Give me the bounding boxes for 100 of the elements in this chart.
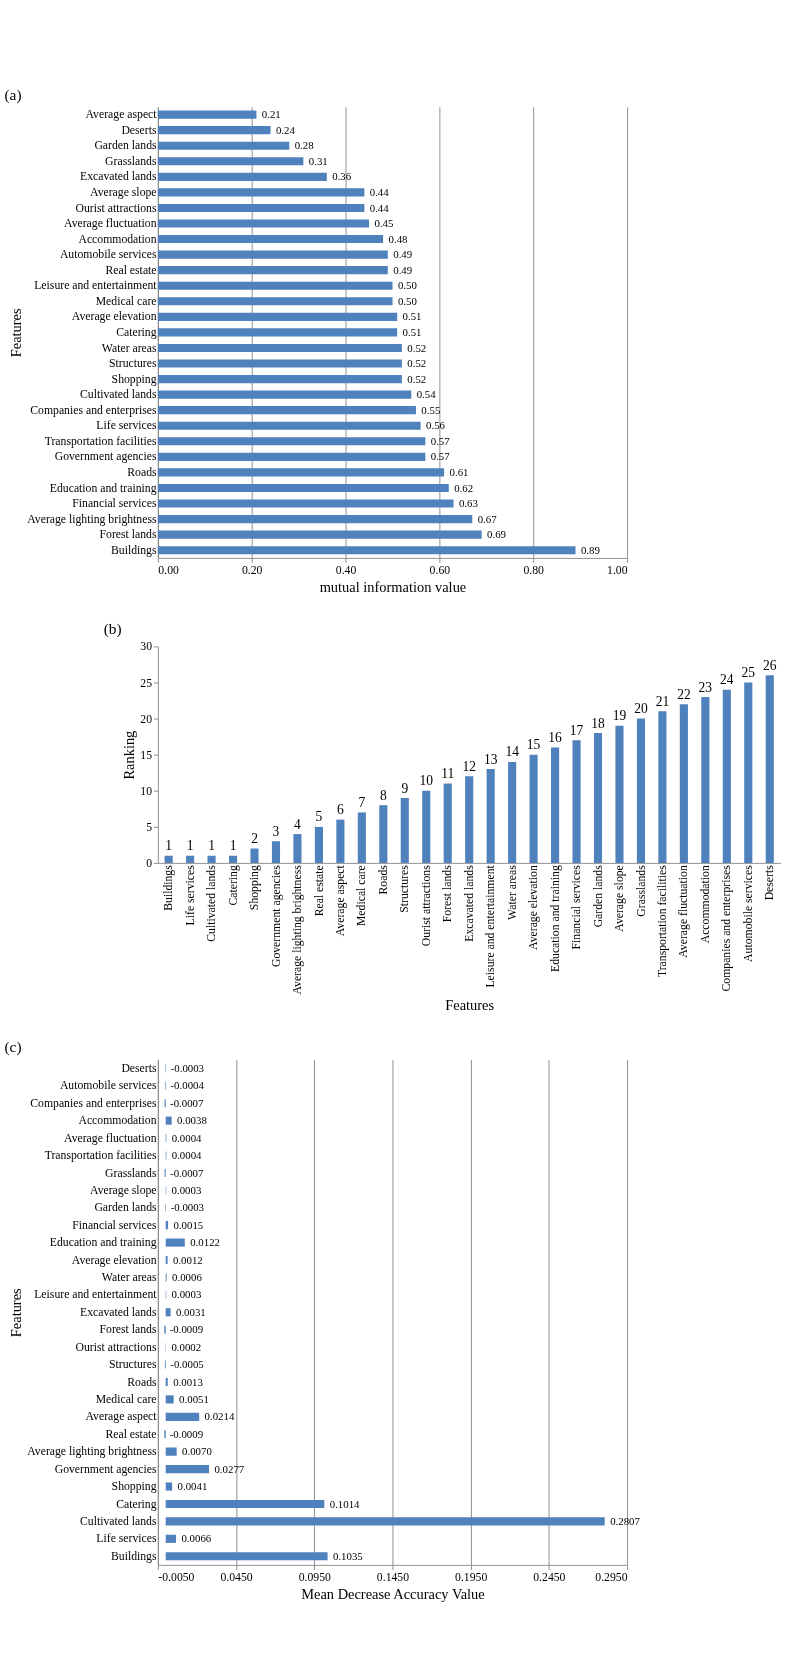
data-label: -0.0007 bbox=[170, 1166, 204, 1179]
bar bbox=[164, 855, 173, 863]
data-label: 0.48 bbox=[388, 232, 408, 245]
y-tick-label: Government agencies bbox=[54, 1462, 157, 1476]
x-tick-label: Average elevation bbox=[527, 865, 541, 950]
x-tick-label: 0.1950 bbox=[455, 1570, 488, 1584]
x-tick-label: Grasslands bbox=[634, 864, 648, 917]
y-tick-label: Deserts bbox=[121, 1061, 157, 1075]
data-label: -0.0005 bbox=[170, 1358, 204, 1371]
x-tick-label: 0.80 bbox=[523, 563, 545, 577]
data-label: 0.0012 bbox=[173, 1253, 203, 1266]
data-label: 15 bbox=[526, 737, 541, 753]
bar bbox=[186, 855, 195, 863]
y-tick-label: 5 bbox=[146, 820, 153, 834]
x-tick-label: Financial services bbox=[570, 864, 584, 950]
data-label: 0.69 bbox=[487, 528, 506, 541]
x-tick-label: Structures bbox=[398, 864, 412, 913]
y-tick-label: Average slope bbox=[90, 185, 157, 199]
y-tick-label: Average lighting brightness bbox=[27, 1445, 157, 1459]
data-label: 0.44 bbox=[369, 185, 390, 198]
data-label: 0.0066 bbox=[181, 1532, 212, 1545]
y-tick-label: Transportation facilities bbox=[44, 1149, 157, 1163]
y-tick-label: Medical care bbox=[95, 294, 157, 308]
x-tick-label: Average lighting brightness bbox=[291, 864, 305, 995]
y-tick-label: Average slope bbox=[90, 1183, 157, 1197]
x-tick-label: Garden lands bbox=[591, 864, 605, 928]
y-tick-label: Companies and enterprises bbox=[30, 1096, 157, 1110]
y-tick-label: Roads bbox=[127, 1375, 157, 1389]
data-label: 2 bbox=[251, 831, 259, 847]
x-tick-label: Shopping bbox=[248, 865, 262, 911]
data-label: 1 bbox=[186, 838, 194, 854]
y-tick-label: Excavated lands bbox=[80, 170, 157, 184]
data-label: 0.0122 bbox=[190, 1236, 220, 1249]
y-tick-label: Real estate bbox=[105, 263, 157, 277]
bar bbox=[207, 855, 216, 863]
data-label: 0.24 bbox=[275, 123, 296, 136]
data-label: 22 bbox=[677, 686, 691, 702]
y-tick-label: Shopping bbox=[111, 1480, 157, 1494]
data-label: 17 bbox=[569, 722, 584, 738]
data-label: 0.36 bbox=[332, 170, 352, 183]
x-tick-label: Real estate bbox=[312, 865, 326, 917]
data-label: 0.28 bbox=[294, 139, 314, 152]
data-label: -0.0003 bbox=[170, 1201, 205, 1214]
y-tick-label: 25 bbox=[140, 676, 153, 690]
data-label: 1 bbox=[165, 838, 173, 854]
bar bbox=[593, 733, 603, 863]
y-tick-label: Ourist attractions bbox=[75, 1340, 157, 1354]
x-tick-label: Medical care bbox=[355, 865, 369, 927]
y-tick-label: Cultivated lands bbox=[80, 388, 157, 402]
data-label: 3 bbox=[272, 823, 280, 839]
data-label: 1 bbox=[229, 838, 237, 854]
data-label: 0.1014 bbox=[329, 1497, 361, 1510]
y-tick-label: Real estate bbox=[105, 1427, 157, 1441]
bar bbox=[422, 790, 431, 863]
data-label: -0.0004 bbox=[170, 1079, 205, 1092]
data-label: 0.45 bbox=[374, 217, 394, 230]
y-tick-label: Catering bbox=[116, 326, 157, 340]
y-tick-label: Buildings bbox=[110, 1549, 157, 1563]
x-tick-label: 0.60 bbox=[429, 563, 451, 577]
data-label: 21 bbox=[655, 693, 670, 709]
data-label: 11 bbox=[441, 766, 455, 782]
data-label: 0.52 bbox=[407, 372, 427, 385]
y-tick-label: Life services bbox=[96, 419, 157, 433]
y-tick-label: Cultivated lands bbox=[80, 1514, 157, 1528]
bar bbox=[765, 675, 774, 863]
x-tick-label: Ourist attractions bbox=[419, 864, 433, 947]
x-tick-label: 0.1450 bbox=[376, 1570, 410, 1584]
y-axis-title: Features bbox=[7, 1287, 24, 1338]
data-label: 4 bbox=[294, 816, 302, 832]
y-tick-label: Leisure and entertainment bbox=[34, 1288, 158, 1302]
y-tick-label: Forest lands bbox=[99, 1323, 157, 1337]
data-label: 0.0051 bbox=[179, 1393, 209, 1406]
data-label: 24 bbox=[720, 672, 734, 688]
data-label: 13 bbox=[483, 751, 498, 767]
y-tick-label: Structures bbox=[109, 1358, 157, 1372]
y-tick-label: 10 bbox=[140, 784, 153, 798]
data-label: 0.0070 bbox=[182, 1445, 212, 1458]
x-tick-label: Automobile services bbox=[741, 864, 755, 962]
bar bbox=[679, 704, 688, 863]
data-label: 14 bbox=[505, 744, 520, 760]
data-label: 0.1035 bbox=[333, 1549, 363, 1562]
y-tick-label: Ourist attractions bbox=[75, 201, 157, 215]
x-tick-label: 0.0450 bbox=[220, 1570, 253, 1584]
data-label: 0.55 bbox=[421, 403, 441, 416]
bar bbox=[572, 740, 581, 863]
bar bbox=[486, 769, 495, 863]
y-tick-label: 0 bbox=[146, 857, 153, 871]
x-tick-label: 1.00 bbox=[607, 563, 628, 577]
bar bbox=[293, 834, 302, 863]
y-tick-label: Water areas bbox=[101, 1271, 157, 1285]
y-tick-label: Leisure and entertainment bbox=[34, 279, 158, 293]
data-label: -0.0009 bbox=[169, 1323, 204, 1336]
x-tick-label: Excavated lands bbox=[462, 864, 476, 942]
y-tick-label: Average fluctuation bbox=[64, 1131, 157, 1145]
data-label: 0.62 bbox=[454, 481, 474, 494]
x-tick-label: Average slope bbox=[613, 865, 627, 932]
y-tick-label: 30 bbox=[140, 640, 153, 654]
data-label: 0.51 bbox=[402, 310, 422, 323]
y-tick-label: Grasslands bbox=[105, 1166, 157, 1180]
data-label: 0.0006 bbox=[172, 1271, 203, 1284]
